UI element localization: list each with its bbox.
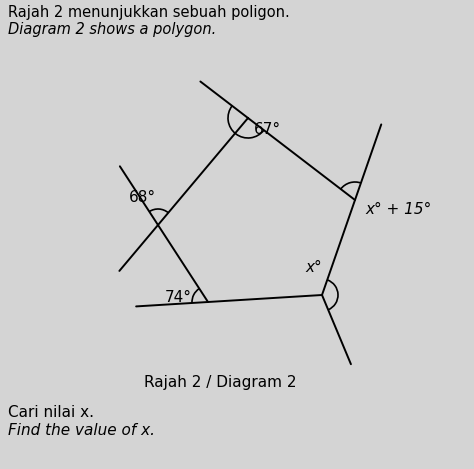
Text: Cari nilai x.: Cari nilai x. <box>8 405 94 420</box>
Text: x°: x° <box>306 260 322 275</box>
Text: Rajah 2 menunjukkan sebuah poligon.: Rajah 2 menunjukkan sebuah poligon. <box>8 5 290 20</box>
Text: x° + 15°: x° + 15° <box>365 202 431 217</box>
Text: Rajah 2 / Diagram 2: Rajah 2 / Diagram 2 <box>144 375 296 390</box>
Text: Diagram 2 shows a polygon.: Diagram 2 shows a polygon. <box>8 22 216 37</box>
Text: 68°: 68° <box>129 190 156 205</box>
Text: Find the value of x.: Find the value of x. <box>8 423 155 438</box>
Text: 74°: 74° <box>165 290 192 305</box>
Text: 67°: 67° <box>254 122 281 137</box>
